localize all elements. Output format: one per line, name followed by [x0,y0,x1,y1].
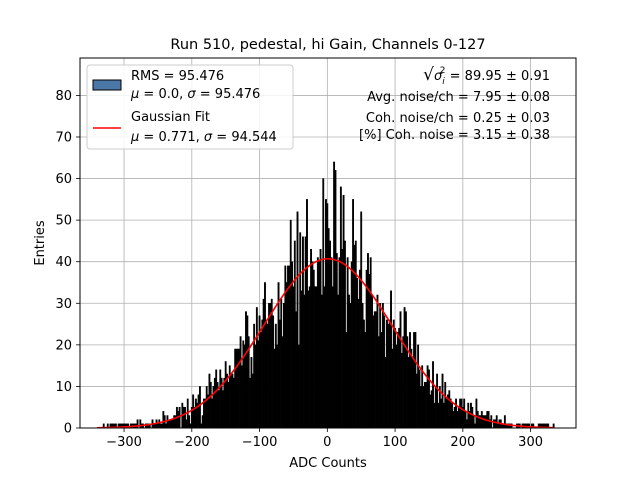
gaussian-fit [96,257,554,429]
legend-histogram-sigma-value: = 95.476 [196,87,261,102]
y-axis-label: Entries [33,220,48,266]
legend-fit-mu: μ [130,130,139,145]
histogram-bar [178,406,181,429]
annotation-coh-noise-pct: [%] Coh. noise = 3.15 ± 0.38 [359,128,550,143]
legend-fit-sigma-value: = 94.544 [212,130,277,145]
legend-histogram-mu: μ [130,87,139,102]
y-tick-label: 50 [55,214,72,229]
x-tick-label: 300 [518,435,543,450]
sqrt-icon: √ [423,65,434,85]
histogram-bars [102,161,555,429]
x-axis-label: ADC Counts [289,456,367,471]
legend: RMS = 95.476 μ = 0.0, σ = 95.476 Gaussia… [86,64,294,150]
legend-fit-stats: μ = 0.771, σ = 94.544 [130,130,277,145]
legend-histogram-label: RMS = 95.476 [131,69,224,84]
chart-title: Run 510, pedestal, hi Gain, Channels 0-1… [170,37,485,53]
y-tick-label: 30 [55,297,72,312]
histogram-bar [199,386,201,429]
x-tick-label: −300 [106,435,142,450]
axis-ticks: −300 −200 −100 0 100 200 300 0 10 20 30 40 50 60 70 80 [55,89,543,450]
y-tick-label: 20 [55,338,72,353]
legend-fit-mu-value: = 0.771, [139,130,204,145]
legend-histogram-mu-value: = 0.0, [139,87,187,102]
annotation-sigma-sub: i [442,77,445,87]
stats-annotations: √σi2 = 89.95 ± 0.91 Avg. noise/ch = 7.95… [359,65,550,143]
legend-fit-sigma: σ [204,130,213,145]
legend-histogram-stats: μ = 0.0, σ = 95.476 [130,87,260,102]
legend-fit-label: Gaussian Fit [131,110,210,125]
legend-histogram-swatch [92,79,122,91]
y-tick-label: 10 [55,380,72,395]
annotation-sigma-symbol: σ [434,69,443,84]
x-tick-label: 0 [323,435,331,450]
annotation-sigma-value: = 89.95 ± 0.91 [446,69,550,84]
y-tick-label: 0 [64,422,72,437]
gaussian-fit-curve [96,257,554,429]
y-tick-label: 80 [55,89,72,104]
annotation-sigma-sup: 2 [440,66,446,76]
annotation-avg-noise: Avg. noise/ch = 7.95 ± 0.08 [367,90,550,105]
y-tick-label: 40 [55,255,72,270]
y-tick-label: 60 [55,172,72,187]
x-tick-label: 100 [383,435,408,450]
legend-box [86,64,294,150]
x-tick-label: −200 [174,435,210,450]
annotation-sigma-sqrt: √σi2 = 89.95 ± 0.91 [423,65,550,87]
y-tick-label: 70 [55,130,72,145]
x-tick-label: −100 [242,435,278,450]
x-tick-label: 200 [450,435,475,450]
legend-histogram-sigma: σ [187,87,196,102]
plot-frame [79,57,577,429]
annotation-coh-noise: Coh. noise/ch = 0.25 ± 0.03 [366,111,550,126]
